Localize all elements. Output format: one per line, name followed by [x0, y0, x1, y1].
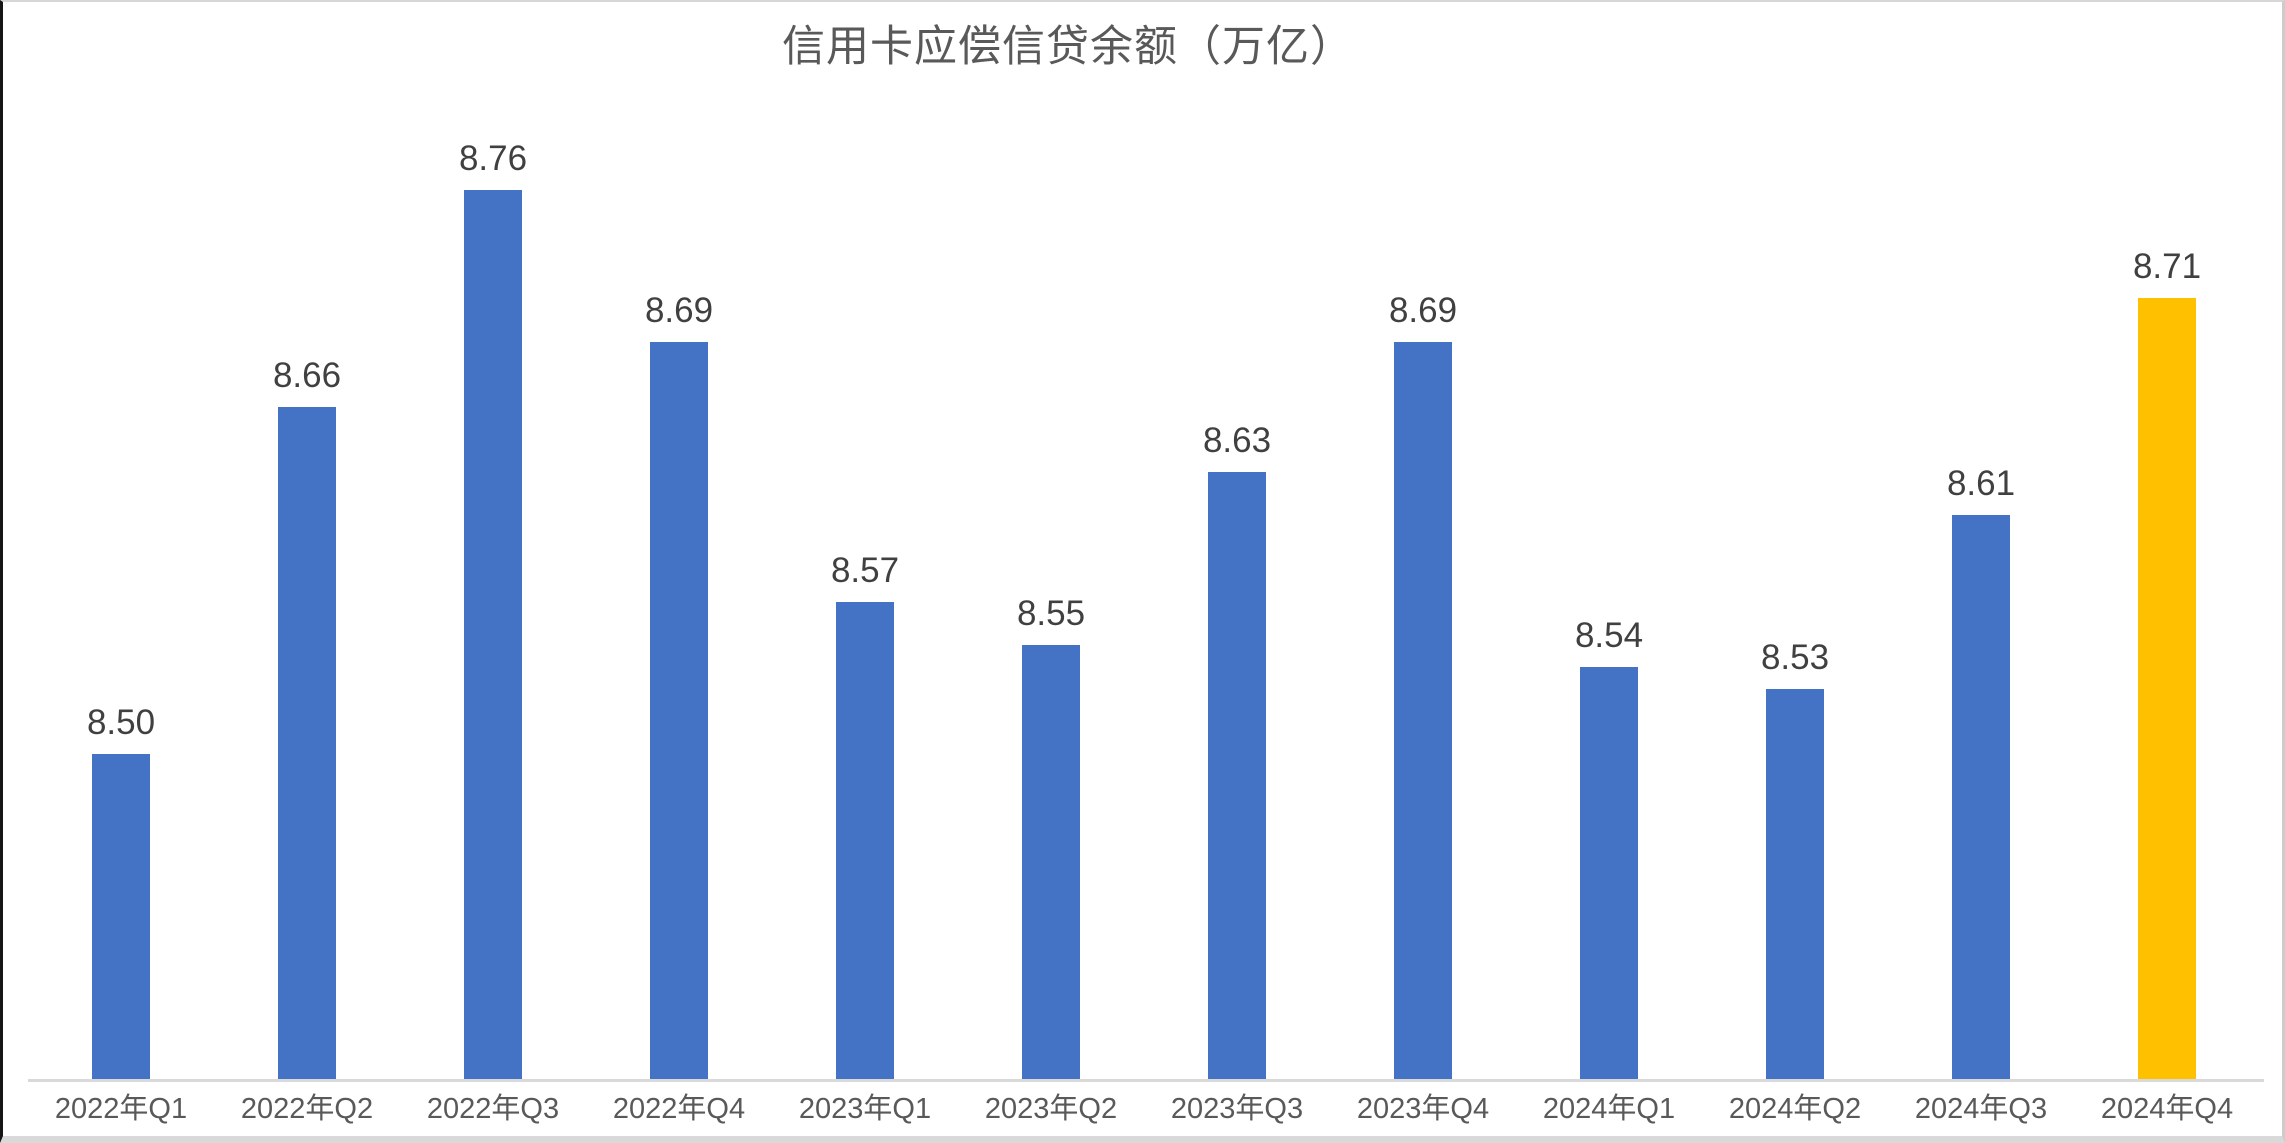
value-label: 8.54 — [1574, 616, 1644, 656]
bar — [1580, 667, 1638, 1079]
bar-group: 8.50 — [28, 103, 214, 1079]
bar-group: 8.69 — [586, 103, 772, 1079]
x-axis-line — [28, 1079, 2264, 1082]
value-label: 8.66 — [272, 356, 342, 396]
bar-group: 8.53 — [1702, 103, 1888, 1079]
bar — [1394, 342, 1452, 1079]
x-axis-label: 2023年Q1 — [798, 1093, 932, 1125]
value-label: 8.50 — [86, 703, 156, 743]
value-label: 8.55 — [1016, 594, 1086, 634]
bar-group: 8.54 — [1516, 103, 1702, 1079]
bar-group: 8.71 — [2074, 103, 2260, 1079]
bar — [1022, 645, 1080, 1079]
bar — [2138, 298, 2196, 1079]
x-axis-label: 2024年Q4 — [2100, 1093, 2234, 1125]
x-axis-label: 2024年Q2 — [1728, 1093, 1862, 1125]
bar-group: 8.63 — [1144, 103, 1330, 1079]
x-axis-label: 2023年Q2 — [984, 1093, 1118, 1125]
x-axis-label: 2024年Q1 — [1542, 1093, 1676, 1125]
bar — [278, 407, 336, 1079]
value-label: 8.76 — [458, 139, 528, 179]
plot-area: 8.50 8.66 8.76 8.69 8.57 8.55 8.63 8.69 … — [28, 103, 2260, 1079]
bar — [650, 342, 708, 1079]
value-label: 8.53 — [1760, 638, 1830, 678]
x-axis-label: 2022年Q2 — [240, 1093, 374, 1125]
value-label: 8.63 — [1202, 421, 1272, 461]
bar-group: 8.55 — [958, 103, 1144, 1079]
bar — [92, 754, 150, 1079]
value-label: 8.71 — [2132, 247, 2202, 287]
bar — [1952, 515, 2010, 1079]
x-axis-label: 2022年Q1 — [54, 1093, 188, 1125]
value-label: 8.61 — [1946, 464, 2016, 504]
bar-group: 8.66 — [214, 103, 400, 1079]
bar-group: 8.69 — [1330, 103, 1516, 1079]
bar — [464, 190, 522, 1079]
x-axis: 2022年Q1 2022年Q2 2022年Q3 2022年Q4 2023年Q1 … — [28, 1093, 2260, 1126]
x-axis-label: 2023年Q4 — [1356, 1093, 1490, 1125]
value-label: 8.69 — [644, 291, 714, 331]
x-axis-label: 2022年Q3 — [426, 1093, 560, 1125]
x-axis-label: 2024年Q3 — [1914, 1093, 2048, 1125]
bar — [1208, 472, 1266, 1079]
value-label: 8.69 — [1388, 291, 1458, 331]
bar — [836, 602, 894, 1079]
x-axis-label: 2022年Q4 — [612, 1093, 746, 1125]
bar — [1766, 689, 1824, 1079]
bar-group: 8.61 — [1888, 103, 2074, 1079]
bar-group: 8.57 — [772, 103, 958, 1079]
bar-group: 8.76 — [400, 103, 586, 1079]
chart-title: 信用卡应偿信贷余额（万亿） — [782, 23, 1354, 71]
x-axis-label: 2023年Q3 — [1170, 1093, 1304, 1125]
value-label: 8.57 — [830, 551, 900, 591]
